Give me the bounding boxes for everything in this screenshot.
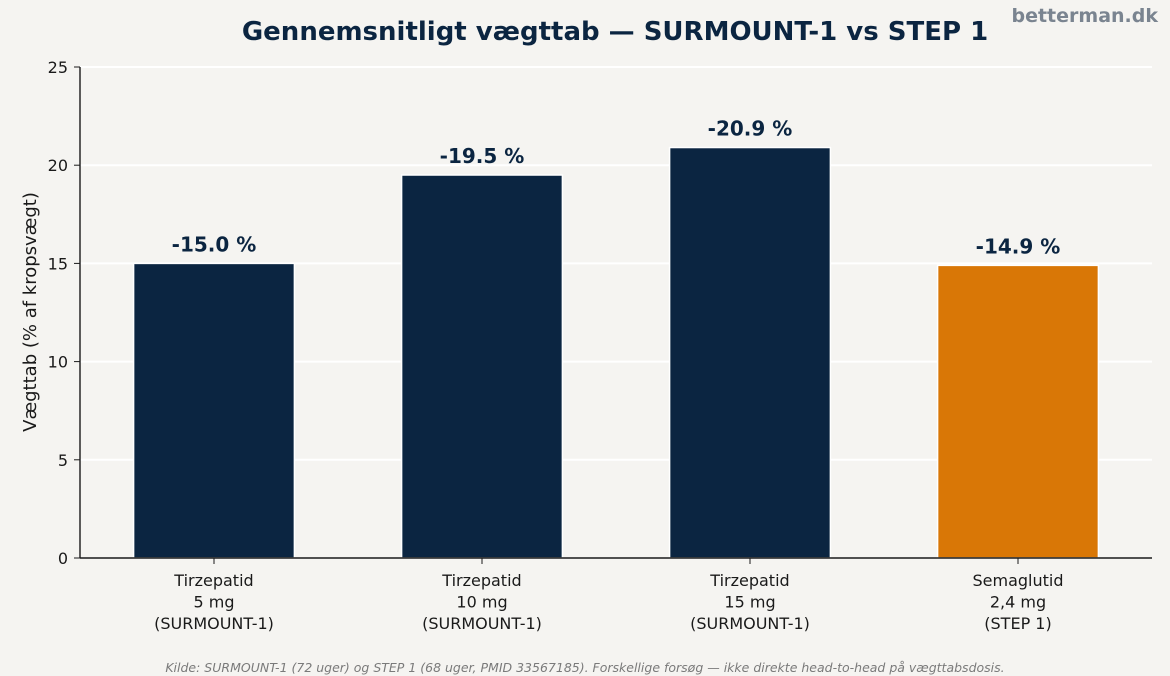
- y-tick-labels: 0 5 10 15 20 25: [48, 58, 68, 568]
- x-tick-label: Semaglutid: [972, 571, 1063, 590]
- chart-title: Gennemsnitligt vægttab — SURMOUNT-1 vs S…: [242, 17, 988, 47]
- x-tick-label: 2,4 mg: [990, 593, 1046, 612]
- y-tick-label: 25: [48, 58, 68, 77]
- source-footnote: Kilde: SURMOUNT-1 (72 uger) og STEP 1 (6…: [165, 660, 1004, 675]
- data-label: -19.5 %: [440, 144, 525, 168]
- x-tick-label: (SURMOUNT-1): [154, 614, 274, 633]
- x-tick-label: 15 mg: [724, 593, 775, 612]
- axes: [74, 66, 1152, 564]
- data-label: -20.9 %: [708, 117, 793, 141]
- y-axis-label: Vægttab (% af kropsvægt): [20, 192, 41, 432]
- x-tick-label: (STEP 1): [984, 614, 1051, 633]
- y-tick-label: 0: [58, 549, 68, 568]
- data-label: -14.9 %: [976, 234, 1061, 258]
- x-tick-label: 10 mg: [456, 593, 507, 612]
- bar: [132, 262, 296, 559]
- data-label: -15.0 %: [172, 232, 257, 256]
- y-tick-label: 10: [48, 353, 68, 372]
- x-tick-label: Tirzepatid: [441, 571, 521, 590]
- y-tick-label: 20: [48, 156, 68, 175]
- bar: [400, 174, 564, 559]
- x-tick-labels: Tirzepatid 5 mg (SURMOUNT-1) Tirzepatid 10 m…: [154, 571, 1063, 633]
- data-labels: -15.0 % -19.5 % -20.9 % -14.9 %: [172, 117, 1061, 259]
- y-tick-label: 5: [58, 451, 68, 470]
- x-tick-label: Tirzepatid: [709, 571, 789, 590]
- bars: [132, 146, 1100, 559]
- watermark-text: betterman.dk: [1011, 5, 1158, 27]
- y-tick-label: 15: [48, 254, 68, 273]
- x-tick-label: (SURMOUNT-1): [690, 614, 810, 633]
- bar: [668, 146, 832, 559]
- x-tick-label: Tirzepatid: [173, 571, 253, 590]
- bar: [936, 264, 1100, 559]
- x-tick-label: 5 mg: [193, 593, 234, 612]
- x-tick-label: (SURMOUNT-1): [422, 614, 542, 633]
